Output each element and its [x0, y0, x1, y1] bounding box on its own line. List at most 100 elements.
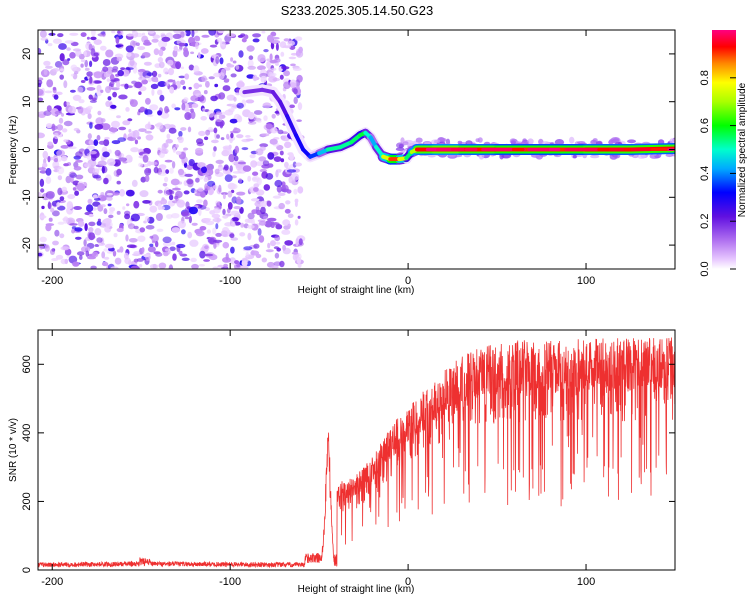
noise-blob: [279, 74, 284, 80]
noise-blob: [64, 248, 72, 256]
noise-blob: [186, 178, 194, 185]
y-tick-label: 20: [21, 48, 33, 60]
noise-blob: [86, 153, 91, 160]
noise-blob: [167, 67, 175, 76]
noise-blob: [97, 33, 106, 37]
noise-blob: [38, 79, 43, 85]
noise-blob: [65, 175, 72, 184]
noise-blob: [236, 196, 242, 205]
noise-blob: [195, 230, 205, 237]
noise-blob: [164, 159, 173, 163]
noise-blob: [198, 130, 206, 137]
noise-blob: [232, 127, 241, 134]
noise-blob: [90, 36, 97, 41]
halo-blob: [569, 136, 575, 144]
noise-blob: [267, 242, 271, 249]
noise-blob: [87, 198, 93, 204]
noise-blob: [102, 151, 110, 158]
noise-blob: [89, 122, 93, 129]
noise-blob: [294, 219, 299, 226]
noise-blob: [128, 260, 132, 266]
noise-blob: [204, 136, 209, 141]
ridge-core-segment: [294, 133, 306, 152]
noise-blob: [292, 161, 297, 168]
noise-blob: [198, 264, 205, 267]
noise-blob: [134, 81, 143, 89]
noise-blob: [284, 240, 294, 246]
noise-blob: [60, 246, 70, 251]
noise-blob: [215, 223, 219, 230]
noise-blob: [230, 246, 235, 254]
noise-blob: [213, 243, 217, 249]
noise-blob: [247, 121, 257, 125]
noise-blob: [52, 240, 59, 246]
noise-blob: [188, 64, 195, 71]
noise-blob: [155, 213, 163, 221]
noise-blob: [106, 158, 116, 166]
noise-blob: [73, 206, 82, 210]
noise-blob: [92, 168, 100, 175]
snr-axes: -200 -100 0 100 0 200 400 600: [21, 330, 675, 588]
noise-blob: [57, 221, 65, 225]
snr-y-label: SNR (10 * v/v): [8, 418, 19, 482]
noise-blob: [229, 233, 235, 239]
noise-blob: [217, 264, 224, 268]
noise-blob: [215, 111, 223, 116]
noise-blob: [283, 81, 291, 90]
noise-blob: [274, 57, 281, 63]
noise-blob: [263, 49, 269, 53]
y-tick-label: 600: [21, 355, 33, 373]
noise-blob: [169, 167, 174, 174]
noise-blob: [290, 63, 296, 67]
noise-blob: [222, 193, 226, 200]
noise-blob: [97, 110, 102, 116]
noise-blob: [178, 42, 186, 47]
noise-blob: [222, 257, 231, 263]
noise-blob: [165, 138, 173, 144]
noise-blob: [214, 83, 219, 88]
noise-blob: [104, 136, 110, 140]
noise-blob: [257, 54, 266, 63]
noise-blob: [297, 263, 302, 268]
noise-blob: [180, 127, 187, 131]
noise-blob: [74, 190, 79, 196]
noise-blob: [45, 65, 53, 69]
noise-blob: [149, 104, 159, 111]
halo-blob: [627, 139, 636, 144]
noise-blob: [86, 145, 95, 150]
noise-blob: [127, 118, 133, 122]
noise-blob: [107, 96, 112, 101]
noise-blob: [56, 149, 65, 157]
noise-blob: [230, 132, 234, 139]
noise-blob: [126, 33, 134, 37]
noise-blob: [39, 236, 47, 243]
colorbar-tick-label: 0.2: [699, 214, 711, 229]
noise-blob: [188, 215, 192, 224]
noise-blob: [163, 142, 169, 148]
noise-blob: [108, 214, 114, 219]
noise-blob: [179, 45, 183, 51]
halo-blob: [403, 141, 409, 146]
y-tick-label: 400: [21, 424, 33, 442]
noise-blob: [190, 95, 200, 102]
noise-blob: [298, 238, 303, 246]
halo-blob: [637, 153, 647, 159]
noise-blob: [208, 30, 217, 36]
noise-blob: [212, 185, 218, 189]
noise-blob: [267, 34, 274, 43]
noise-blob: [57, 33, 64, 38]
noise-blob: [295, 238, 299, 247]
noise-blob: [91, 251, 99, 258]
noise-blob: [205, 220, 215, 226]
noise-blob: [274, 110, 280, 114]
noise-blob: [67, 146, 77, 150]
noise-blob: [287, 40, 295, 46]
noise-blob: [101, 123, 111, 131]
noise-blob: [236, 191, 246, 196]
noise-blob: [167, 79, 174, 83]
noise-blob: [255, 209, 262, 216]
noise-blob: [183, 162, 188, 168]
noise-blob: [226, 94, 236, 101]
noise-blob: [228, 154, 235, 163]
noise-blob: [284, 141, 292, 149]
